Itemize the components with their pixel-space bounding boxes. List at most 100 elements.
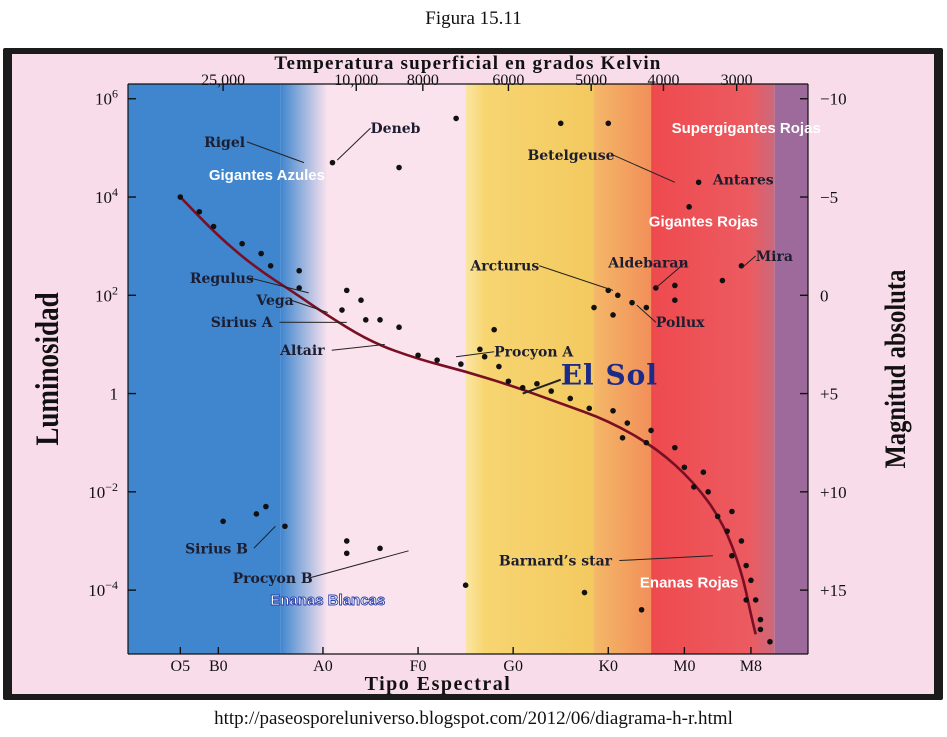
spectral-bands — [128, 84, 808, 654]
star-point — [415, 352, 421, 359]
star-point — [743, 597, 749, 603]
star-point — [705, 489, 711, 495]
label-enanas-rojas: Enanas Rojas — [640, 575, 738, 592]
label-supergigantes-rojas: Supergigantes Rojas — [672, 120, 821, 137]
label-leader-vega — [290, 299, 328, 313]
left-tick-label: 1 — [110, 385, 119, 404]
star-point — [672, 444, 678, 451]
label-betelgeuse: Betelgeuse — [527, 148, 614, 164]
star-point — [591, 304, 597, 311]
label-regulus: Regulus — [190, 271, 254, 287]
star-point — [362, 317, 369, 323]
star-point — [434, 357, 440, 363]
star-point — [614, 292, 621, 299]
star-point — [548, 388, 555, 394]
label-aldebaran: Aldebaran — [607, 255, 688, 271]
star-point — [343, 287, 350, 294]
star-point — [377, 545, 383, 552]
right-tick-label: +5 — [820, 385, 838, 404]
star-point — [610, 312, 616, 318]
star-point — [686, 204, 692, 210]
label-sirius-b: Sirius B — [185, 541, 248, 557]
label-leader-arcturus — [539, 265, 614, 291]
star-point — [177, 194, 184, 200]
star-point — [358, 297, 364, 304]
star-point — [757, 616, 764, 623]
band-blue_fade — [280, 84, 328, 654]
band-yellow — [465, 84, 595, 654]
star-point — [714, 513, 721, 520]
star-point — [343, 550, 350, 557]
star-point — [643, 439, 650, 446]
star-point — [724, 528, 730, 534]
right-tick-label: −10 — [820, 90, 847, 109]
star-point — [377, 317, 383, 323]
top-tick-label: 8000 — [407, 72, 439, 89]
star-point — [729, 508, 735, 515]
star-point — [396, 324, 402, 331]
star-point — [282, 523, 288, 530]
label-leader-pollux — [636, 304, 657, 323]
axes: Temperatura superficial en grados Kelvin… — [28, 53, 911, 695]
label-leader-procyon-a — [456, 351, 495, 358]
bottom-tick-label: O5 — [171, 658, 191, 675]
star-point — [695, 179, 702, 186]
left-tick-label: 106 — [95, 87, 118, 109]
star-point — [267, 263, 274, 269]
star-point — [210, 223, 217, 230]
band-purple — [774, 84, 808, 654]
star-point — [681, 464, 688, 471]
star-point — [700, 469, 707, 475]
top-tick-label: 25,000 — [201, 72, 245, 89]
star-point — [557, 120, 564, 127]
label-leader-deneb — [336, 127, 371, 161]
star-point — [339, 307, 345, 313]
label-rigel: Rigel — [204, 135, 245, 151]
label-leader-sirius-b — [253, 525, 276, 549]
label-vega: Vega — [255, 293, 293, 309]
bottom-tick-label: M8 — [740, 658, 762, 675]
left-tick-label: 10−4 — [88, 578, 118, 600]
star-point — [453, 115, 459, 122]
band-blue — [128, 84, 281, 654]
star-point — [619, 434, 626, 441]
label-leader-rigel — [246, 141, 305, 164]
label-altair: Altair — [279, 343, 325, 359]
star-point — [519, 384, 526, 391]
star-point — [629, 299, 635, 306]
star-point — [329, 159, 336, 166]
star-point — [505, 378, 512, 385]
star-point — [610, 407, 616, 414]
label-leader-barnards-star — [619, 555, 713, 562]
label-leader-betelgeuse — [613, 154, 676, 183]
star-point — [729, 552, 735, 559]
label-leader-regulus — [249, 277, 309, 294]
star-point — [605, 120, 612, 127]
label-el-sol: El Sol — [561, 359, 658, 392]
star-point — [253, 511, 260, 517]
top-tick-label: 5000 — [575, 72, 607, 89]
label-leader-el-sol — [522, 378, 562, 395]
label-pollux: Pollux — [656, 315, 705, 331]
label-barnards-star: Barnard’s star — [499, 554, 613, 570]
star-point — [263, 503, 269, 510]
label-arcturus: Arcturus — [469, 259, 539, 275]
star-point — [767, 638, 773, 645]
top-tick-label: 3000 — [721, 72, 753, 89]
right-tick-label: +10 — [820, 483, 847, 502]
right-tick-label: +15 — [820, 581, 847, 600]
source-url: http://paseosporeluniverso.blogspot.com/… — [214, 708, 733, 729]
star-point — [258, 250, 264, 257]
bottom-tick-label: K0 — [598, 658, 618, 675]
label-enanas-blancas: Enanas Blancas — [270, 592, 385, 609]
label-leader-procyon-b — [309, 550, 409, 579]
bottom-tick-label: A0 — [313, 658, 333, 675]
star-point — [477, 346, 483, 353]
label-antares: Antares — [712, 173, 774, 189]
star-point — [748, 577, 754, 584]
star-point — [296, 285, 302, 291]
label-leader-altair — [331, 343, 385, 351]
star-point — [496, 363, 502, 370]
star-point — [743, 562, 749, 569]
